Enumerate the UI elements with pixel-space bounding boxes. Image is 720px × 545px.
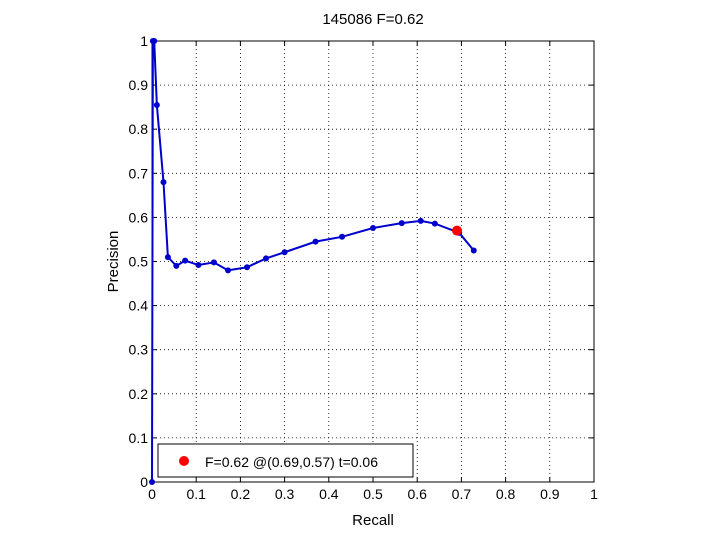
data-point — [210, 259, 217, 266]
data-point — [173, 262, 180, 269]
y-tick-label: 0.2 — [129, 386, 149, 402]
x-tick-label: 0.6 — [407, 486, 427, 502]
grid-lines — [152, 41, 594, 482]
x-tick-label: 0.9 — [540, 486, 560, 502]
y-tick-label: 0.9 — [129, 77, 149, 93]
x-tick-label: 0.1 — [186, 486, 206, 502]
series-layer — [149, 38, 477, 485]
legend-label: F=0.62 @(0.69,0.57) t=0.06 — [205, 454, 378, 470]
x-tick-label: 0 — [148, 486, 156, 502]
legend: F=0.62 @(0.69,0.57) t=0.06 — [157, 443, 414, 478]
x-tick-label: 0.8 — [496, 486, 516, 502]
data-point — [370, 224, 376, 231]
data-point — [195, 262, 202, 269]
data-point — [281, 249, 288, 256]
data-point — [263, 255, 270, 262]
x-tick-label: 1 — [590, 486, 598, 502]
y-tick-label: 0.4 — [129, 298, 149, 314]
data-point — [339, 233, 346, 240]
y-tick-label: 0.6 — [129, 209, 149, 225]
series-line — [151, 40, 475, 483]
data-point — [398, 220, 405, 227]
data-point — [244, 264, 251, 271]
x-tick-label: 0.3 — [275, 486, 295, 502]
legend-box — [157, 443, 414, 478]
data-point — [153, 101, 160, 108]
data-point — [151, 38, 158, 44]
y-axis-label: Precision — [105, 231, 122, 293]
x-tick-label: 0.5 — [363, 486, 383, 502]
axis-ticks: 0 0.1 0.2 0.3 0.4 0.5 0.6 0.7 0.8 0.9 1 0 0.1 0.2 0.3 0… — [129, 33, 599, 502]
y-tick-label: 0.3 — [129, 342, 149, 358]
y-tick-label: 1 — [140, 33, 148, 49]
chart-title: 145086 F=0.62 — [322, 11, 423, 28]
data-point — [182, 257, 189, 264]
data-point — [225, 267, 232, 274]
data-point — [312, 238, 319, 245]
x-tick-label: 0.4 — [319, 486, 339, 502]
data-point — [417, 217, 424, 224]
x-axis-label: Recall — [352, 512, 394, 529]
data-point — [149, 479, 155, 485]
x-tick-label: 0.7 — [452, 486, 472, 502]
data-point — [160, 179, 167, 186]
best-f-point — [451, 225, 462, 236]
y-tick-label: 0.8 — [129, 121, 149, 137]
y-tick-label: 0.1 — [129, 430, 149, 446]
x-tick-label: 0.2 — [231, 486, 251, 502]
data-point — [164, 254, 171, 261]
legend-marker — [179, 456, 189, 466]
y-tick-label: 0.5 — [129, 254, 149, 270]
data-point — [470, 247, 477, 254]
y-tick-label: 0 — [140, 474, 148, 490]
data-point — [431, 220, 438, 227]
y-tick-label: 0.7 — [129, 165, 149, 181]
